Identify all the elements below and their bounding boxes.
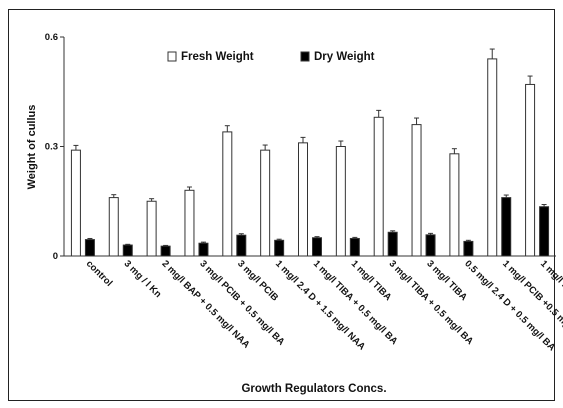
bar-fresh-weight (222, 131, 233, 257)
legend-label: Fresh Weight (181, 51, 254, 63)
y-tick-label: 0.6 (45, 32, 58, 43)
x-tick-labels: control 3 mg / l Kn2 mg/l BAP + 0.5 mg/l … (84, 258, 563, 353)
bar-fresh-weight (373, 116, 384, 257)
bar-dry-weight (312, 237, 322, 257)
bar-dry-weight (122, 244, 133, 257)
y-axis-label: Weight of cullus (26, 105, 38, 190)
bar-dry-weight (274, 239, 285, 257)
bar-dry-weight (463, 240, 474, 257)
bar-fresh-weight (184, 189, 195, 257)
bar-fresh-weight (108, 197, 119, 257)
bar-fresh-weight (70, 149, 81, 257)
legend-label: Dry Weight (314, 51, 375, 63)
bar-dry-weight (84, 239, 95, 257)
bar-fresh-weight (411, 124, 422, 257)
bar-dry-weight (539, 206, 550, 257)
bar-dry-weight (236, 234, 247, 257)
bar-dry-weight (425, 234, 436, 257)
legend: Fresh Weight Dry Weight (167, 51, 375, 63)
bar-dry-weight (349, 237, 360, 257)
bar-dry-weight (198, 242, 209, 257)
bars (70, 48, 550, 257)
y-tick-label: 0 (53, 251, 58, 262)
bar-fresh-weight (487, 58, 498, 257)
bar-fresh-weight (335, 146, 346, 257)
legend-item-fresh-weight: Fresh Weight (167, 51, 254, 63)
bar-dry-weight (387, 231, 398, 257)
bar-fresh-weight (449, 153, 460, 257)
chart-frame (8, 9, 555, 401)
bar-fresh-weight (146, 200, 157, 257)
legend-swatch (300, 51, 310, 62)
x-tick-label: 3 mg / l Kn (122, 258, 164, 300)
bar-dry-weight (501, 197, 512, 257)
bar-dry-weight (160, 245, 171, 257)
x-axis-label: Growth Regulators Concs. (241, 383, 386, 395)
x-tick-label: control (84, 258, 115, 289)
legend-item-dry-weight: Dry Weight (300, 51, 375, 63)
legend-swatch (167, 51, 177, 62)
bar-fresh-weight (298, 142, 308, 257)
bar-fresh-weight (260, 149, 271, 257)
y-tick-label: 0.3 (45, 142, 58, 153)
bar-fresh-weight (525, 83, 536, 257)
axes: 0 0.3 0.6 (45, 32, 556, 262)
